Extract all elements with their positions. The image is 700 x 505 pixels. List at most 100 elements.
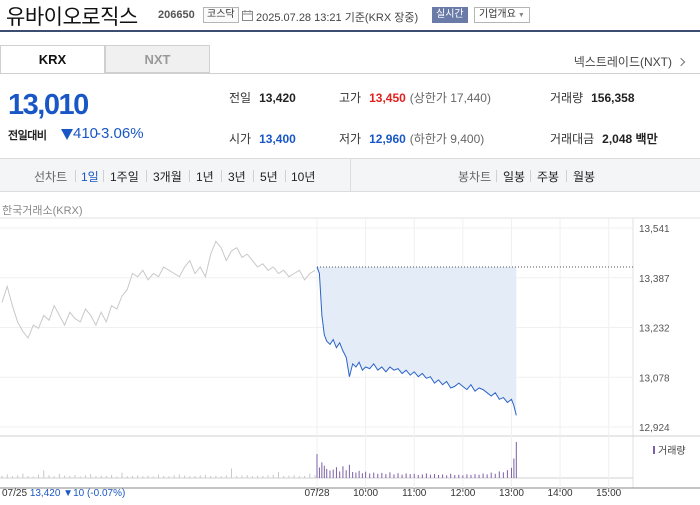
stat-label: 저가 xyxy=(339,132,362,146)
volume-bar xyxy=(515,442,517,478)
volume-bar xyxy=(168,476,170,478)
volume-bar xyxy=(27,475,29,478)
volume-bar xyxy=(466,474,468,478)
candle-daily[interactable]: 일봉 xyxy=(503,170,526,184)
volume-bar xyxy=(231,468,233,478)
period-1y[interactable]: 1년 xyxy=(196,170,214,184)
x-tick-label: 12:00 xyxy=(450,488,475,499)
volume-bar xyxy=(321,462,323,478)
volume-bar xyxy=(397,473,399,478)
volume-bar xyxy=(309,473,311,478)
volume-bar xyxy=(236,475,238,478)
x-tick-label: 13:00 xyxy=(499,488,524,499)
period-3m[interactable]: 3개월 xyxy=(153,170,182,184)
volume-bar xyxy=(490,472,492,478)
volume-bar xyxy=(22,473,24,478)
volume-bar xyxy=(332,469,334,478)
volume-bar xyxy=(409,474,411,478)
volume-bar xyxy=(64,475,66,478)
volume-bar xyxy=(111,475,113,478)
tab-nxt[interactable]: NXT xyxy=(105,45,210,73)
volume-bar xyxy=(152,476,154,478)
volume-bar xyxy=(425,473,427,478)
volume-legend-label: 거래량 xyxy=(658,445,686,457)
volume-bar xyxy=(421,474,423,478)
divider xyxy=(496,170,497,182)
stat-high: 고가 13,450 (상한가 17,440) xyxy=(339,89,491,106)
stat-value: 2,048 백만 xyxy=(602,132,658,146)
volume-bar xyxy=(316,454,318,478)
change-percent: -3.06% xyxy=(96,125,144,142)
realtime-button[interactable]: 실시간 xyxy=(432,7,468,23)
period-10y[interactable]: 10년 xyxy=(291,170,316,184)
stat-prev-close: 전일 13,420 xyxy=(229,89,296,106)
volume-bar xyxy=(381,472,383,478)
volume-bar xyxy=(385,474,387,478)
volume-bar xyxy=(137,475,139,478)
volume-bar xyxy=(178,474,180,478)
volume-bar xyxy=(105,475,107,478)
period-3y[interactable]: 3년 xyxy=(228,170,246,184)
volume-legend-swatch xyxy=(653,446,655,454)
lower-limit: (하한가 9,400) xyxy=(409,132,485,146)
volume-bar xyxy=(513,458,515,478)
today-price-fill xyxy=(317,267,517,416)
company-overview-button[interactable]: 기업개요 ▼ xyxy=(474,7,530,23)
volume-bar xyxy=(506,470,508,478)
intraday-chart[interactable]: 13,541 13,387 13,232 13,078 12,924 거래량 07/28… xyxy=(0,210,700,505)
volume-bar xyxy=(369,473,371,478)
volume-bar xyxy=(462,475,464,478)
volume-bar xyxy=(298,476,300,478)
x-tick-label: 14:00 xyxy=(548,488,573,499)
line-chart-label: 선차트 xyxy=(34,170,68,184)
divider xyxy=(350,159,351,191)
candle-monthly[interactable]: 월봉 xyxy=(573,170,596,184)
volume-bar xyxy=(401,474,403,478)
volume-bar xyxy=(95,476,97,478)
volume-bar xyxy=(318,467,320,478)
volume-bar xyxy=(267,475,269,478)
volume-bar xyxy=(474,474,476,478)
period-1w[interactable]: 1주일 xyxy=(110,170,139,184)
volume-bar xyxy=(158,474,159,478)
volume-bar xyxy=(246,475,248,478)
volume-bar xyxy=(293,475,295,478)
volume-bar xyxy=(494,473,496,478)
x-tick-label: 10:00 xyxy=(353,488,378,499)
stat-label: 거래대금 xyxy=(550,132,595,146)
volume-bar xyxy=(389,472,391,478)
upper-limit: (상한가 17,440) xyxy=(409,91,491,105)
company-name[interactable]: 유바이오로직스 xyxy=(6,6,138,29)
divider xyxy=(285,170,286,182)
stat-label: 시가 xyxy=(229,132,252,146)
stock-code: 206650 xyxy=(158,9,195,21)
volume-bar xyxy=(100,475,102,478)
nxt-link[interactable]: 넥스트레이드(NXT) xyxy=(574,53,686,70)
prev-day-summary: 07/25 13,420 ▼10 (-0.07%) xyxy=(2,488,125,499)
chevron-down-icon: ▼ xyxy=(517,12,525,19)
volume-bar xyxy=(210,475,212,478)
volume-bar xyxy=(142,476,144,478)
y-tick-label: 13,078 xyxy=(639,373,670,384)
period-1d[interactable]: 1일 xyxy=(81,170,99,184)
candle-chart-label: 봉차트 xyxy=(458,170,492,184)
volume-bar xyxy=(348,464,350,478)
volume-bar xyxy=(323,465,325,478)
divider xyxy=(530,170,531,182)
period-5y[interactable]: 5년 xyxy=(260,170,278,184)
volume-bar xyxy=(84,475,86,478)
tab-krx[interactable]: KRX xyxy=(0,45,105,73)
volume-bar xyxy=(377,473,379,478)
volume-bar xyxy=(329,470,331,478)
volume-bar xyxy=(433,474,435,478)
change-amount: 410 xyxy=(73,125,99,142)
stat-low: 저가 12,960 (하한가 9,400) xyxy=(339,130,484,147)
candle-weekly[interactable]: 주봉 xyxy=(537,170,560,184)
volume-bar xyxy=(272,474,274,478)
down-triangle-icon xyxy=(61,129,73,140)
volume-bar xyxy=(352,472,354,478)
divider xyxy=(146,170,147,182)
volume-bar xyxy=(131,475,133,478)
price-summary: 13,010 전일대비 410 -3.06% 전일 13,420 고가 13,450… xyxy=(0,73,700,158)
volume-bar xyxy=(277,472,279,478)
